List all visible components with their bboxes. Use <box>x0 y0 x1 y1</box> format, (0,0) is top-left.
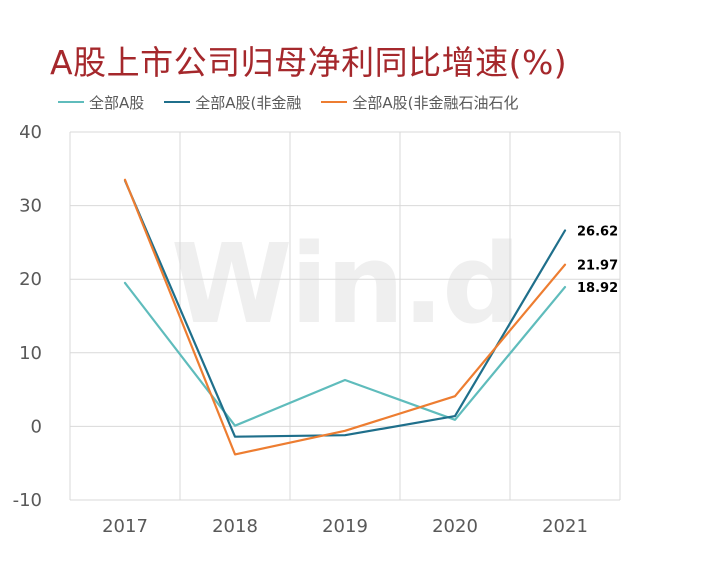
chart-legend: 全部A股 全部A股(非金融 全部A股(非金融石油石化 <box>58 92 539 112</box>
legend-swatch-non-financial <box>164 101 191 103</box>
legend-swatch-non-financial-ex-petro <box>321 101 348 103</box>
y-tick-label: 10 <box>19 343 42 364</box>
series-line <box>123 179 567 438</box>
y-tick-label: 30 <box>19 196 42 217</box>
series-line <box>123 281 567 427</box>
legend-item-non-financial-ex-petro: 全部A股(非金融石油石化 <box>321 92 519 113</box>
legend-label-all-a-shares: 全部A股 <box>89 93 145 112</box>
legend-item-all-a-shares: 全部A股 <box>58 92 144 113</box>
x-tick-label: 2019 <box>322 516 368 537</box>
legend-label-non-financial-ex-petro: 全部A股(非金融石油石化 <box>352 93 519 112</box>
y-tick-label: 40 <box>19 122 42 143</box>
data-label: 18.92 <box>577 281 618 296</box>
legend-label-non-financial: 全部A股(非金融 <box>195 93 302 112</box>
data-label: 21.97 <box>577 259 618 274</box>
x-tick-label: 2017 <box>102 516 148 537</box>
y-tick-label: -10 <box>13 490 42 511</box>
watermark-text: Win.d <box>171 220 519 348</box>
x-tick-label: 2020 <box>432 516 478 537</box>
chart-title: A股上市公司归母净利同比增速(%) <box>50 43 568 82</box>
x-tick-label: 2021 <box>542 516 588 537</box>
y-tick-label: 20 <box>19 269 42 290</box>
x-tick-label: 2018 <box>212 516 258 537</box>
legend-item-non-financial: 全部A股(非金融 <box>164 92 301 113</box>
series-line <box>123 178 567 456</box>
data-label: 26.62 <box>577 224 618 239</box>
y-tick-label: 0 <box>31 416 42 437</box>
legend-swatch-all-a-shares <box>58 101 84 103</box>
